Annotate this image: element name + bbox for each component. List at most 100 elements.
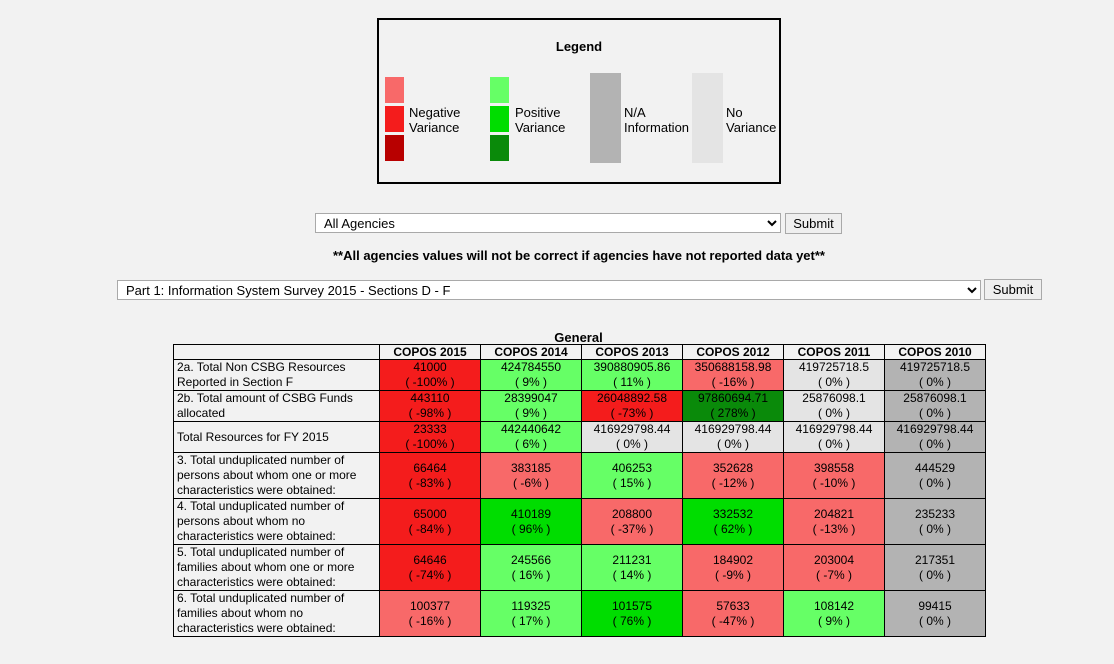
cell-value: 108142 xyxy=(813,598,855,613)
agency-select[interactable]: All Agencies xyxy=(315,213,781,233)
row-label: 2a. Total Non CSBG Resources Reported in… xyxy=(173,359,380,391)
table-header-copos-2013: COPOS 2013 xyxy=(581,344,683,360)
cell-percent: ( 0% ) xyxy=(817,437,850,451)
cell-value: 57633 xyxy=(716,598,750,613)
cell-value: 64646 xyxy=(413,552,447,567)
table-cell: 416929798.44( 0% ) xyxy=(783,421,885,453)
cell-value: 211231 xyxy=(612,552,652,567)
cell-value: 398558 xyxy=(813,460,855,475)
table-row: 2a. Total Non CSBG Resources Reported in… xyxy=(173,359,986,391)
cell-percent: ( -9% ) xyxy=(715,567,751,582)
cell-value: 235233 xyxy=(914,506,956,521)
cell-value: 28399047 xyxy=(504,391,558,405)
table-cell: 332532( 62% ) xyxy=(682,498,784,545)
cell-value: 25876098.1 xyxy=(802,391,866,405)
cell-value: 204821 xyxy=(813,506,855,521)
legend-title: Legend xyxy=(555,39,603,54)
cell-percent: ( -84% ) xyxy=(408,521,452,536)
cell-percent: ( -83% ) xyxy=(408,475,452,490)
agency-submit-button[interactable]: Submit xyxy=(785,213,842,234)
legend-swatch-green xyxy=(490,106,509,132)
cell-percent: ( 9% ) xyxy=(817,613,850,628)
table-cell: 208800( -37% ) xyxy=(581,498,683,545)
table-cell: 424784550( 9% ) xyxy=(480,359,582,391)
section-select[interactable]: Part 1: Information System Survey 2015 -… xyxy=(117,280,981,300)
cell-value: 101575 xyxy=(611,598,653,613)
table-cell: 204821( -13% ) xyxy=(783,498,885,545)
cell-percent: ( -47% ) xyxy=(711,613,755,628)
cell-value: 26048892.58 xyxy=(596,391,668,405)
table-header-copos-2014: COPOS 2014 xyxy=(480,344,582,360)
table-cell: 383185( -6% ) xyxy=(480,452,582,499)
table-header-row: COPOS 2015 COPOS 2014 COPOS 2013 COPOS 2… xyxy=(173,344,986,360)
table-cell: 203004( -7% ) xyxy=(783,544,885,591)
table-cell: 390880905.86( 11% ) xyxy=(581,359,683,391)
cell-percent: ( 0% ) xyxy=(918,406,951,420)
cell-percent: ( 0% ) xyxy=(716,437,749,451)
table-cell: 26048892.58( -73% ) xyxy=(581,390,683,422)
table-cell: 23333( -100% ) xyxy=(379,421,481,453)
cell-percent: ( -100% ) xyxy=(405,375,455,389)
table-cell: 99415( 0% ) xyxy=(884,590,986,637)
cell-percent: ( 0% ) xyxy=(918,521,951,536)
cell-percent: ( 62% ) xyxy=(713,521,753,536)
table-cell: 211231( 14% ) xyxy=(581,544,683,591)
table-row: Total Resources for FY 2015 23333( -100% … xyxy=(173,421,986,453)
table-cell: 235233( 0% ) xyxy=(884,498,986,545)
table-cell: 184902( -9% ) xyxy=(682,544,784,591)
cell-percent: ( 9% ) xyxy=(514,375,547,389)
cell-value: 410189 xyxy=(510,506,552,521)
table-cell: 410189( 96% ) xyxy=(480,498,582,545)
table-cell: 416929798.44( 0% ) xyxy=(682,421,784,453)
table-row: 6. Total unduplicated number of families… xyxy=(173,590,986,637)
table-cell: 416929798.44( 0% ) xyxy=(884,421,986,453)
cell-value: 416929798.44 xyxy=(795,422,873,436)
section-submit-button[interactable]: Submit xyxy=(984,279,1042,300)
legend-box: Legend Negative Variance Positive Varian… xyxy=(377,18,781,184)
cell-value: 416929798.44 xyxy=(593,422,671,436)
table-cell: 350688158.98( -16% ) xyxy=(682,359,784,391)
row-label: 5. Total unduplicated number of families… xyxy=(173,544,380,591)
row-label: Total Resources for FY 2015 xyxy=(173,421,380,453)
cell-value: 406253 xyxy=(611,460,653,475)
table-row: 2b. Total amount of CSBG Funds allocated… xyxy=(173,390,986,422)
row-label: 6. Total unduplicated number of families… xyxy=(173,590,380,637)
table-cell: 100377( -16% ) xyxy=(379,590,481,637)
table-cell: 406253( 15% ) xyxy=(581,452,683,499)
legend-swatch-no-variance xyxy=(692,73,723,163)
cell-value: 65000 xyxy=(413,506,447,521)
cell-value: 443110 xyxy=(410,391,450,405)
cell-percent: ( 0% ) xyxy=(918,437,951,451)
row-label: 2b. Total amount of CSBG Funds allocated xyxy=(173,390,380,422)
cell-value: 416929798.44 xyxy=(896,422,974,436)
cell-value: 100377 xyxy=(409,598,451,613)
cell-percent: ( 76% ) xyxy=(612,613,652,628)
legend-swatch-light-red xyxy=(385,77,404,103)
table-row: 5. Total unduplicated number of families… xyxy=(173,544,986,591)
cell-percent: ( -74% ) xyxy=(408,567,452,582)
table-row: 4. Total unduplicated number of persons … xyxy=(173,498,986,545)
table-cell: 28399047( 9% ) xyxy=(480,390,582,422)
data-table: COPOS 2015 COPOS 2014 COPOS 2013 COPOS 2… xyxy=(173,344,986,637)
cell-percent: ( -10% ) xyxy=(812,475,856,490)
legend-label-negative: Negative Variance xyxy=(409,105,461,135)
table-cell: 57633( -47% ) xyxy=(682,590,784,637)
table-header-copos-2011: COPOS 2011 xyxy=(783,344,885,360)
cell-value: 350688158.98 xyxy=(694,360,772,374)
cell-percent: ( 6% ) xyxy=(514,437,547,451)
cell-percent: ( -13% ) xyxy=(812,521,856,536)
cell-value: 419725718.5 xyxy=(899,360,971,374)
table-header-copos-2010: COPOS 2010 xyxy=(884,344,986,360)
legend-swatch-na xyxy=(590,73,621,163)
legend-label-na: N/A Information xyxy=(624,105,690,135)
cell-value: 99415 xyxy=(918,598,952,613)
table-cell: 419725718.5( 0% ) xyxy=(884,359,986,391)
row-label: 3. Total unduplicated number of persons … xyxy=(173,452,380,499)
legend-swatch-dark-green xyxy=(490,135,509,161)
table-cell: 25876098.1( 0% ) xyxy=(884,390,986,422)
cell-percent: ( -73% ) xyxy=(610,406,654,420)
legend-swatch-red xyxy=(385,106,404,132)
cell-value: 419725718.5 xyxy=(798,360,870,374)
table-header-copos-2012: COPOS 2012 xyxy=(682,344,784,360)
cell-percent: ( 0% ) xyxy=(918,375,951,389)
